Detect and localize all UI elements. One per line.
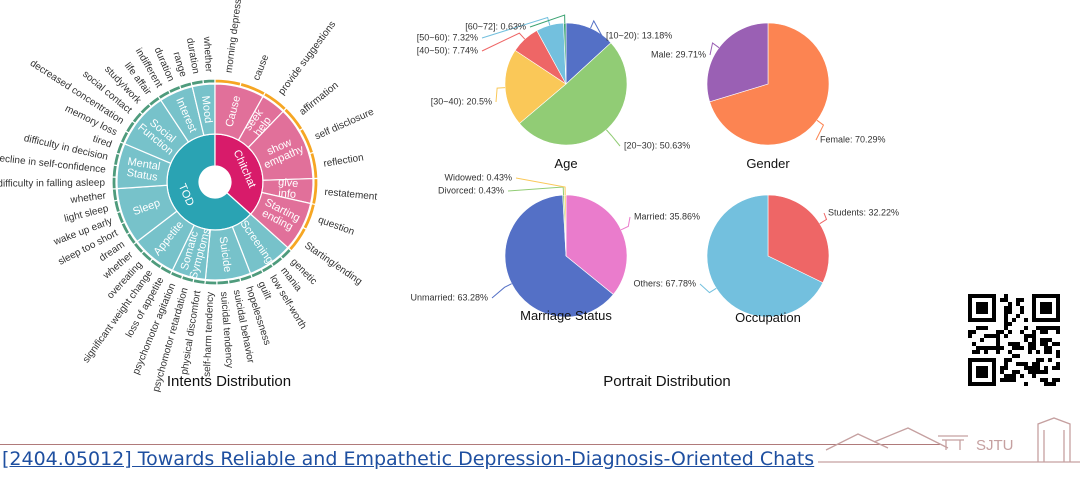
sunburst-outer-decline-in-self-confidence [111, 164, 119, 178]
sunburst-mid-starting-ending [249, 191, 312, 249]
pie-leader-line [605, 129, 621, 147]
pie-slice-gender-male [706, 22, 769, 103]
pie-leader-line [620, 216, 631, 231]
sunburst-mid-label: Mental [127, 156, 162, 173]
pie-slice-age-20-30 [519, 42, 628, 146]
sunburst-outer-whether [111, 188, 119, 202]
portrait-pies: [10~20): 13.18% [20~30): 50.63% [30~40): 2… [410, 14, 899, 325]
pie-label-age-10-20: [10~20): 13.18% [606, 30, 672, 40]
pie-label-gender-female: Female: 70.29% [820, 134, 886, 144]
sunburst-mid-label: Mood [199, 95, 214, 124]
logo-text: SJTU [976, 437, 1014, 454]
sunburst-leaf-label: self disclosure [313, 106, 376, 142]
pie-leader-line [590, 19, 603, 37]
pie-leader-line [529, 14, 566, 28]
pie-leader-line [507, 186, 565, 196]
pie-leader-line [491, 283, 512, 299]
pie-label-age-40-50: [40~50): 7.74% [417, 45, 478, 55]
sunburst-leaf-label: reflection [323, 152, 365, 169]
pie-leader-line [815, 119, 825, 141]
pie-leader-line [819, 212, 828, 225]
sunburst-mid-label: give [278, 176, 299, 190]
pie-leader-line [515, 177, 566, 196]
pie-leader-line [699, 283, 717, 294]
sunburst-leaf-label: affirmation [298, 80, 341, 118]
sunburst-outer-difficulty-in-falling-asleep [111, 176, 117, 190]
pie-leader-line [481, 16, 551, 39]
pie-label-age-20-30: [20~30): 50.63% [624, 140, 690, 150]
sunburst-outer-starting-ending [287, 226, 308, 252]
sunburst-leaf-label: question [316, 215, 355, 238]
pie-leader-line [709, 42, 720, 56]
pie-title-occupation: Occupation [735, 310, 801, 325]
pie-label-marriage-status-widowed: Widowed: 0.43% [444, 172, 512, 182]
pie-slice-age-60-72 [563, 22, 567, 85]
pie-slice-occupation-students [767, 194, 830, 284]
pie-title-marriage-status: Marriage Status [520, 308, 612, 323]
sunburst-leaf-label: restatement [324, 187, 378, 203]
pie-label-gender-male: Male: 29.71% [651, 49, 706, 59]
sunburst-leaf-label: morning depression [224, 0, 246, 74]
pie-label-age-30-40: [30~40): 20.5% [431, 96, 492, 106]
portrait-caption: Portrait Distribution [603, 373, 731, 390]
pie-label-occupation-students: Students: 32.22% [828, 207, 899, 217]
sunburst-leaf-label: suicidal tendency [218, 291, 235, 368]
pie-title-age: Age [554, 156, 577, 171]
pie-slice-age-30-40 [504, 49, 567, 124]
pie-label-age-50-60: [50~60): 7.32% [417, 32, 478, 42]
sunburst-leaf-label: whether [201, 35, 214, 73]
sunburst-leaf-label: self-harm tendency [202, 292, 216, 377]
sunburst-leaf-label: whether [69, 190, 107, 206]
sunburst-mid-label: Suicide [217, 236, 234, 273]
pie-leader-line [495, 87, 506, 103]
pie-label-marriage-status-unmarried: Unmarried: 63.28% [410, 292, 488, 302]
pie-leader-line [481, 32, 526, 52]
pie-label-marriage-status-divorced: Divorced: 0.43% [438, 185, 504, 195]
paper-title-link[interactable]: [2404.05012] Towards Reliable and Empath… [2, 448, 815, 470]
pie-label-marriage-status-married: Married: 35.86% [634, 211, 700, 221]
sunburst-outer-suicidal-tendency [216, 279, 230, 286]
pie-label-occupation-others: Others: 67.78% [633, 278, 696, 288]
logo-mountain-icon [825, 433, 889, 451]
pie-title-gender: Gender [746, 156, 790, 171]
sunburst-mid-label: Status [126, 167, 159, 184]
sunburst-leaf-label: difficulty in falling asleep [0, 178, 105, 190]
sunburst-hole [200, 167, 230, 197]
sunburst-leaf-label: cause [251, 53, 271, 82]
sunburst-outer-self-harm-tendency [204, 279, 218, 286]
qr-code [968, 294, 1060, 386]
university-logo: SJTU [818, 417, 1080, 463]
intents-caption: Intents Distribution [167, 373, 291, 390]
footer-rule [0, 444, 940, 477]
pie-label-age-60-72: [60~72]: 0.63% [465, 21, 526, 31]
sunburst-outer-whether [202, 78, 216, 85]
pie-slice-marriage-status-married [565, 194, 628, 295]
